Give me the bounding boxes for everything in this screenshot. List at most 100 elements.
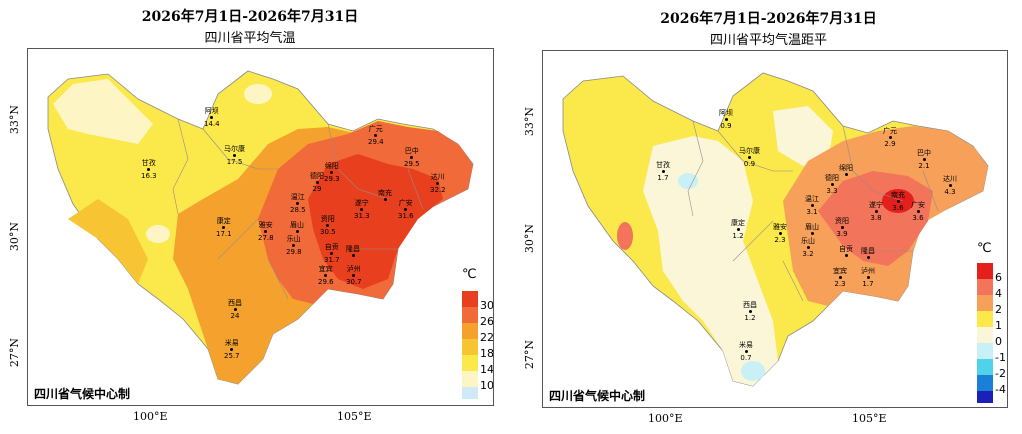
city-marker-ziyang: 资阳 3.9 — [835, 217, 849, 238]
left-legend-unit: ℃ — [462, 267, 477, 282]
right-legend-unit: ℃ — [977, 241, 992, 256]
station-dot — [748, 310, 752, 313]
station-dot — [330, 171, 334, 174]
city-marker-guangyuan: 广元 2.9 — [883, 127, 897, 148]
left-cool-zone — [53, 79, 153, 144]
station-dot — [360, 208, 364, 211]
city-marker-ganzi: 甘孜 1.7 — [656, 161, 670, 182]
legend-swatch — [462, 339, 478, 355]
station-dot — [233, 308, 237, 311]
station-dot — [744, 350, 748, 353]
city-marker-yaan: 雅安 2.3 — [773, 223, 787, 244]
left-subtitle: 四川省平均气温 — [204, 31, 296, 46]
station-dot — [888, 136, 892, 139]
left-lat-tick-30: 30°N — [8, 221, 22, 252]
city-marker-luzhou: 泸州 1.7 — [861, 267, 875, 288]
legend-label: -2 — [995, 367, 1006, 380]
city-marker-yibin: 宜宾 29.6 — [318, 265, 334, 286]
city-marker-aba: 阿坝 14.4 — [204, 107, 220, 128]
station-dot — [736, 228, 740, 231]
legend-label: 22 — [480, 331, 494, 344]
station-dot — [844, 173, 848, 176]
legend-swatch — [977, 391, 993, 403]
right-map-panel: 2026年7月1日-2026年7月31日 四川省平均气温距平 阿坝 0.9 甘孜 1… — [515, 0, 1022, 434]
station-dot — [352, 274, 356, 277]
legend-label: 0 — [995, 335, 1002, 348]
legend-label: -1 — [995, 351, 1006, 364]
city-marker-meishan: 眉山 — [805, 223, 819, 236]
station-dot — [222, 226, 226, 229]
legend-swatch — [977, 263, 993, 279]
city-marker-aba: 阿坝 0.9 — [719, 109, 733, 130]
city-marker-guangan: 广安 3.6 — [911, 201, 925, 222]
city-marker-maerkang: 马尔康 17.5 — [224, 145, 245, 166]
station-dot — [806, 246, 810, 249]
station-dot — [383, 198, 387, 201]
left-lon-tick-105: 105°E — [337, 410, 372, 423]
station-dot — [916, 210, 920, 213]
left-credit: 四川省气候中心制 — [34, 387, 131, 401]
legend-label: 26 — [480, 315, 494, 328]
city-marker-yaan: 雅安 27.8 — [258, 221, 274, 242]
station-dot — [210, 116, 214, 119]
legend-label: 10 — [480, 379, 494, 392]
city-marker-meishan: 眉山 — [290, 221, 304, 234]
city-marker-maerkang: 马尔康 0.9 — [739, 147, 760, 168]
right-admin-boundaries — [687, 120, 939, 302]
station-dot — [922, 158, 926, 161]
legend-label: 1 — [995, 319, 1002, 332]
left-admin-boundaries — [172, 118, 424, 300]
left-warm-zone-2 — [68, 199, 148, 284]
city-marker-longchang: 隆昌 — [346, 245, 360, 258]
left-lon-tick-100: 100°E — [133, 410, 168, 423]
city-marker-xichang: 西昌 1.2 — [743, 301, 757, 322]
legend-swatch — [977, 279, 993, 295]
right-neutral-zone — [643, 136, 778, 386]
station-dot — [748, 156, 751, 159]
right-neutral-zone-2 — [773, 106, 833, 166]
city-marker-mianyang: 绵阳 — [839, 164, 853, 177]
right-cool-spot — [678, 173, 698, 189]
right-lon-tick-105: 105°E — [852, 412, 887, 425]
station-dot — [874, 210, 878, 213]
legend-swatch — [462, 355, 478, 371]
city-marker-bazhong: 巴中 29.5 — [404, 147, 420, 168]
city-marker-nanchong: 南充 3.6 — [891, 191, 905, 212]
legend-label: 18 — [480, 347, 494, 360]
station-dot — [410, 156, 414, 159]
right-title: 2026年7月1日-2026年7月31日 — [660, 11, 877, 27]
legend-swatch — [462, 387, 478, 399]
left-temperature-map — [47, 70, 474, 385]
station-dot — [315, 181, 319, 184]
station-dot — [840, 226, 844, 229]
city-marker-nanchong: 南充 — [378, 189, 392, 202]
left-lat-tick-27: 27°N — [8, 337, 22, 368]
station-dot — [948, 184, 952, 187]
legend-label: 30 — [480, 299, 494, 312]
city-marker-suining: 遂宁 3.8 — [869, 201, 883, 222]
right-anomaly-map — [562, 72, 989, 387]
city-marker-kangding: 康定 17.1 — [216, 217, 232, 238]
left-lat-tick-33: 33°N — [8, 104, 22, 135]
city-marker-dachuan: 达川 4.3 — [943, 175, 957, 196]
right-credit: 四川省气候中心制 — [549, 389, 646, 403]
city-marker-deyang: 德阳 3.3 — [825, 174, 839, 195]
city-marker-zigong: 自贡 — [839, 245, 853, 258]
station-dot — [778, 232, 782, 235]
station-dot — [404, 208, 408, 211]
right-lon-tick-100: 100°E — [648, 412, 683, 425]
city-marker-guangyuan: 广元 29.4 — [368, 125, 384, 146]
station-dot — [351, 254, 355, 257]
legend-swatch — [977, 359, 993, 375]
legend-swatch — [977, 375, 993, 391]
legend-swatch — [977, 343, 993, 359]
city-marker-ziyang: 资阳 30.5 — [320, 215, 336, 236]
city-marker-miyi: 米易 25.7 — [224, 339, 240, 360]
legend-label: 4 — [995, 287, 1002, 300]
station-dot — [326, 224, 330, 227]
station-dot — [264, 230, 268, 233]
station-dot — [324, 274, 328, 277]
station-dot — [838, 276, 842, 279]
station-dot — [292, 244, 296, 247]
station-dot — [295, 230, 299, 233]
